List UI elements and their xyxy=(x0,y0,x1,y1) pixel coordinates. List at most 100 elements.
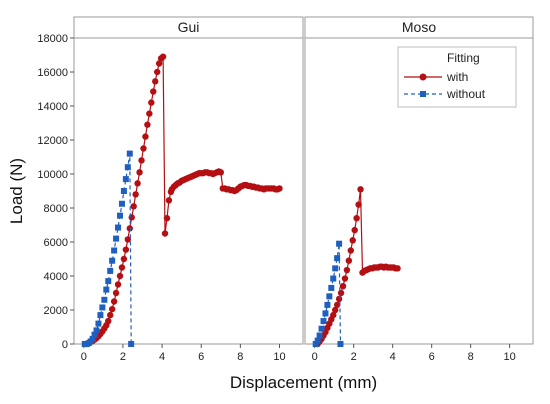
data-point-with xyxy=(349,237,356,244)
x-tick-label: 0 xyxy=(81,351,87,363)
x-tick-label: 4 xyxy=(390,351,396,363)
data-point-with xyxy=(355,201,362,208)
x-tick-label: 8 xyxy=(468,351,474,363)
data-point-with xyxy=(107,311,114,319)
data-point-with xyxy=(276,185,283,192)
data-point-with xyxy=(351,226,358,234)
panel-gui: Gui 0 2 4 6 8 10 xyxy=(73,16,304,363)
data-point-without xyxy=(316,332,323,339)
data-point-with xyxy=(347,247,354,254)
x-tick-label: 10 xyxy=(503,351,515,363)
data-point-without xyxy=(126,150,133,157)
data-point-with xyxy=(333,301,341,309)
y-tick-label: 12000 xyxy=(37,135,68,147)
x-tick-label: 4 xyxy=(159,351,165,363)
data-point-with xyxy=(118,264,126,271)
data-point-with xyxy=(153,68,161,76)
legend-label-with: with xyxy=(446,70,468,84)
x-tick-label: 0 xyxy=(312,351,318,363)
data-point-with xyxy=(130,203,137,210)
data-point-with xyxy=(330,311,337,319)
data-point-without xyxy=(128,341,135,347)
legend-label-without: without xyxy=(446,87,486,101)
data-point-without xyxy=(99,304,106,311)
data-point-with xyxy=(112,289,120,297)
data-point-with xyxy=(114,281,122,288)
data-point-with xyxy=(124,236,132,243)
y-tick-label: 14000 xyxy=(37,101,68,113)
data-point-without xyxy=(320,318,327,325)
x-tick-label: 2 xyxy=(120,351,126,363)
data-point-with xyxy=(335,295,343,303)
y-tick-label: 0 xyxy=(62,339,68,351)
legend-title: Fitting xyxy=(447,51,480,65)
data-point-without xyxy=(105,278,112,285)
y-tick-label: 8000 xyxy=(44,203,68,215)
data-point-without xyxy=(124,164,131,171)
data-point-without xyxy=(334,255,341,262)
data-point-without xyxy=(101,296,108,303)
x-axis-title: Displacement (mm) xyxy=(230,373,377,392)
data-point-without xyxy=(109,257,116,264)
data-point-without xyxy=(332,265,339,272)
data-point-with xyxy=(108,305,116,313)
data-point-with xyxy=(110,298,118,305)
data-point-without xyxy=(336,240,343,247)
data-point-without xyxy=(314,337,321,344)
data-point-without xyxy=(324,301,331,308)
panel-title: Moso xyxy=(402,19,436,35)
legend-marker-with xyxy=(419,73,427,81)
x-tick-label: 8 xyxy=(237,351,243,363)
data-point-without xyxy=(337,341,344,347)
data-point-without xyxy=(118,200,125,207)
data-point-with xyxy=(337,289,345,297)
data-point-with xyxy=(332,306,339,314)
data-point-without xyxy=(115,224,122,231)
data-point-without xyxy=(326,293,333,300)
data-point-with xyxy=(136,169,143,176)
data-point-with xyxy=(134,180,141,187)
data-point-without xyxy=(328,284,335,291)
y-tick-label: 4000 xyxy=(44,271,68,283)
data-point-with xyxy=(217,169,224,176)
data-point-without xyxy=(113,235,120,242)
data-point-with xyxy=(353,215,360,222)
data-point-without xyxy=(322,310,329,317)
data-point-with xyxy=(148,99,155,106)
data-point-without xyxy=(107,267,114,274)
data-point-without xyxy=(312,341,319,347)
data-point-without xyxy=(122,176,129,183)
data-point-with xyxy=(161,230,169,237)
data-point-without xyxy=(93,327,100,334)
data-point-with xyxy=(343,266,351,274)
data-point-with xyxy=(146,110,153,117)
data-point-with xyxy=(152,78,159,85)
data-point-with xyxy=(116,272,124,280)
x-tick-label: 10 xyxy=(273,351,285,363)
data-point-with xyxy=(128,214,135,221)
data-point-with xyxy=(122,246,130,253)
data-point-with xyxy=(144,121,151,128)
data-point-with xyxy=(163,215,171,222)
data-point-without xyxy=(111,247,118,254)
data-point-with xyxy=(155,60,163,67)
data-point-without xyxy=(95,320,102,327)
x-tick-label: 6 xyxy=(198,351,204,363)
data-point-with xyxy=(339,283,347,290)
data-point-with xyxy=(165,197,173,204)
data-point-with xyxy=(341,275,349,282)
y-tick-label: 10000 xyxy=(37,169,68,181)
data-point-without xyxy=(318,325,325,332)
data-point-with xyxy=(105,317,112,325)
data-point-with xyxy=(345,257,353,264)
data-point-with xyxy=(142,133,149,140)
data-point-with xyxy=(357,186,364,193)
legend: Fitting with without xyxy=(397,46,517,108)
y-tick-label: 2000 xyxy=(44,305,68,317)
panel-title: Gui xyxy=(178,19,200,35)
data-point-with xyxy=(132,191,139,198)
data-point-without xyxy=(97,312,104,319)
data-point-with xyxy=(394,265,401,272)
data-point-without xyxy=(103,286,110,293)
